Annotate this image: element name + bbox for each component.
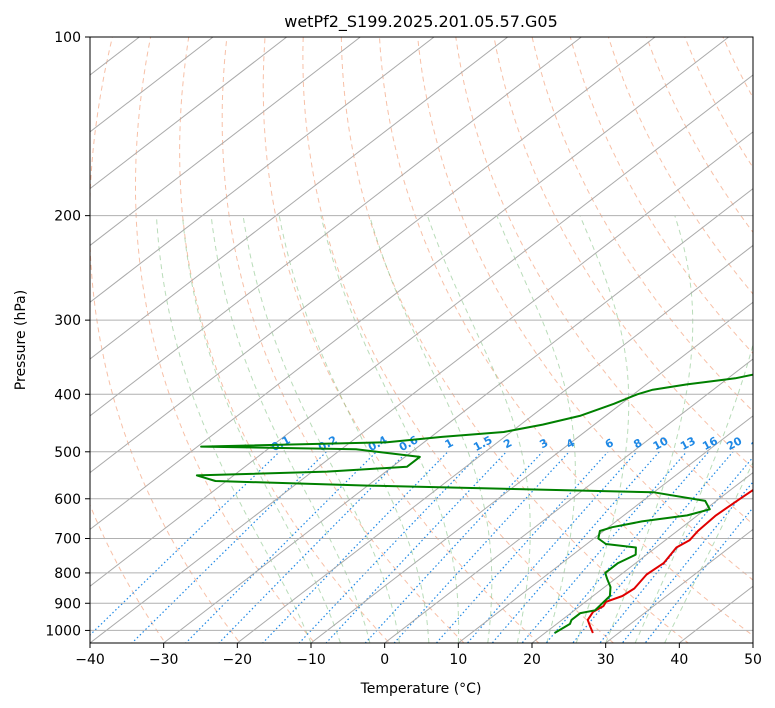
y-tick-label: 300	[54, 313, 81, 329]
isotherm-line	[90, 37, 435, 303]
isotherm-line	[90, 37, 508, 360]
y-axis-title: Pressure (hPa)	[13, 290, 29, 390]
isotherm-line	[531, 471, 753, 643]
x-tick-label: −10	[296, 652, 326, 668]
x-tick-label: 30	[597, 652, 615, 668]
y-tick-label: 600	[54, 492, 81, 508]
temperature-line	[586, 488, 753, 634]
x-tick-label: 0	[380, 652, 389, 668]
background-lines	[90, 37, 753, 643]
moist-adiabat-line	[369, 215, 493, 643]
moist-adiabat-line	[605, 215, 694, 643]
x-tick-label: 40	[670, 652, 688, 668]
moist-adiabat-line	[575, 215, 630, 643]
moist-adiabat-line	[242, 215, 400, 643]
x-tick-label: 50	[744, 652, 762, 668]
moist-adiabat-line	[320, 215, 460, 643]
x-tick-label: −30	[149, 652, 179, 668]
moist-adiabat-line	[156, 215, 312, 643]
dry-adiabat-line	[262, 37, 540, 643]
isotherm-line	[384, 358, 753, 643]
y-tick-label: 900	[54, 596, 81, 612]
profile-lines	[195, 373, 753, 634]
y-tick-label: 100	[54, 30, 81, 46]
y-axis: 100 200 300 400 500 600 700 800 900 1000	[45, 30, 90, 639]
isotherm-line	[90, 37, 582, 417]
dry-adiabat-line	[455, 37, 753, 525]
isotherm-line	[605, 528, 753, 643]
mixing-ratio-label: 13	[678, 434, 698, 453]
isotherm-line	[163, 188, 753, 643]
moist-adiabat-line	[182, 215, 341, 643]
isotherm-line	[90, 131, 753, 643]
mixing-ratio-label: 16	[700, 434, 720, 453]
isotherm-line	[237, 244, 753, 643]
isotherm-line	[90, 37, 361, 247]
isotherm-line	[310, 301, 753, 643]
x-axis-title: Temperature (°C)	[360, 681, 482, 697]
mixing-ratio-label: 25	[749, 434, 769, 453]
isotherm-line	[90, 74, 753, 587]
dry-adiabat-line	[607, 37, 753, 295]
x-tick-label: −40	[75, 652, 105, 668]
x-tick-label: 20	[523, 652, 541, 668]
dry-adiabat-line	[417, 37, 753, 581]
y-tick-label: 700	[54, 532, 81, 548]
x-tick-label: 10	[449, 652, 467, 668]
dry-adiabat-line	[221, 37, 465, 643]
x-tick-label: −20	[223, 652, 253, 668]
plot-frame	[89, 36, 754, 644]
dewpoint-line	[195, 373, 753, 634]
moist-adiabat-line	[496, 215, 576, 643]
moist-adiabat-line	[278, 215, 430, 643]
isotherm-line	[458, 415, 753, 643]
dry-adiabat-line	[179, 37, 391, 643]
y-tick-label: 400	[54, 387, 81, 403]
mixing-ratio-label: 20	[725, 434, 745, 453]
isotherm-line	[90, 37, 656, 474]
mixing-ratio-label: 10	[651, 434, 671, 453]
y-tick-label: 800	[54, 566, 81, 582]
dry-adiabat-line	[135, 37, 316, 643]
moist-adiabat-line	[634, 342, 753, 643]
y-tick-label: 500	[54, 445, 81, 461]
isotherm-line	[90, 37, 287, 190]
chart-title: wetPf2_S199.2025.201.05.57.G05	[284, 12, 558, 32]
x-axis: −40 −30 −20 −10 0 10 20 30 40 50	[75, 643, 762, 668]
plot-area: -100-90-80-70-60-50-40-30-20-10010203040…	[90, 37, 769, 643]
isotherm-line	[90, 37, 729, 531]
y-tick-label: 200	[54, 209, 81, 225]
dry-adiabat-line	[378, 37, 753, 637]
y-tick-label: 1000	[45, 623, 81, 639]
